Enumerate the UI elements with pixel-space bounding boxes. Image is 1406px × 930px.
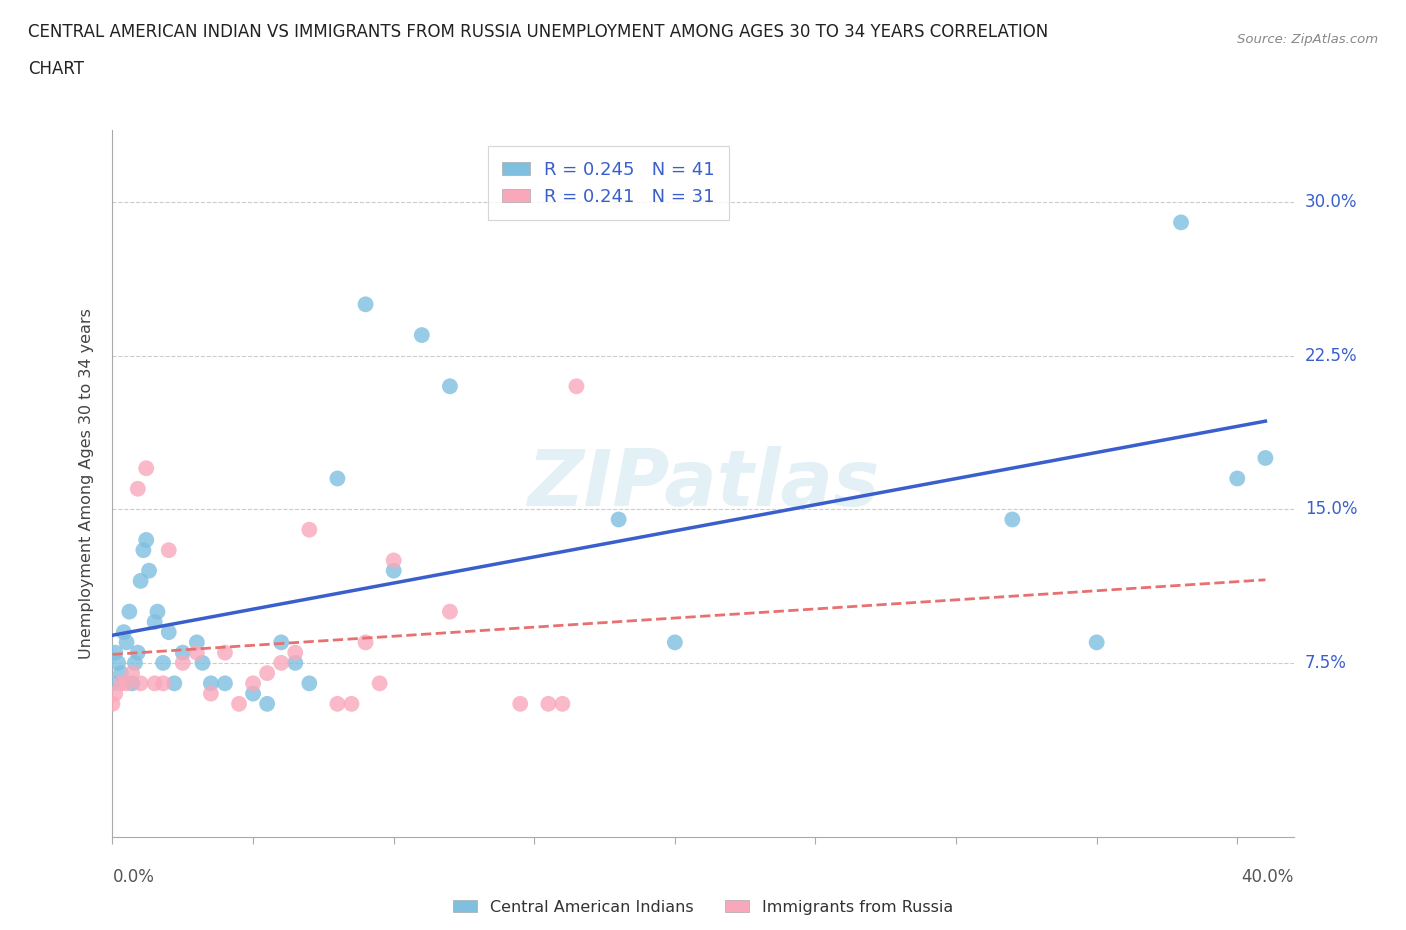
Point bbox=[242, 676, 264, 691]
Point bbox=[326, 471, 349, 485]
Point bbox=[284, 645, 307, 660]
Text: 0.0%: 0.0% bbox=[112, 868, 155, 885]
Point bbox=[112, 625, 135, 640]
Point bbox=[124, 656, 146, 671]
Point bbox=[354, 297, 377, 312]
Point bbox=[132, 543, 155, 558]
Text: 30.0%: 30.0% bbox=[1305, 193, 1357, 211]
Point bbox=[135, 460, 157, 475]
Text: ZIPatlas: ZIPatlas bbox=[527, 445, 879, 522]
Text: Source: ZipAtlas.com: Source: ZipAtlas.com bbox=[1237, 33, 1378, 46]
Point bbox=[1170, 215, 1192, 230]
Point bbox=[270, 635, 292, 650]
Legend: Central American Indians, Immigrants from Russia: Central American Indians, Immigrants fro… bbox=[447, 893, 959, 921]
Point bbox=[143, 615, 166, 630]
Point bbox=[157, 625, 180, 640]
Point bbox=[411, 327, 433, 342]
Point bbox=[1085, 635, 1108, 650]
Point bbox=[127, 645, 149, 660]
Point bbox=[115, 676, 138, 691]
Point bbox=[121, 666, 143, 681]
Y-axis label: Unemployment Among Ages 30 to 34 years: Unemployment Among Ages 30 to 34 years bbox=[79, 308, 94, 659]
Point bbox=[270, 656, 292, 671]
Point bbox=[200, 676, 222, 691]
Point bbox=[200, 686, 222, 701]
Point bbox=[135, 533, 157, 548]
Point bbox=[537, 697, 560, 711]
Point bbox=[101, 676, 124, 691]
Point bbox=[439, 604, 461, 619]
Point bbox=[284, 656, 307, 671]
Text: 40.0%: 40.0% bbox=[1241, 868, 1294, 885]
Point bbox=[1226, 471, 1249, 485]
Point bbox=[256, 697, 278, 711]
Point bbox=[565, 379, 588, 393]
Point bbox=[121, 676, 143, 691]
Point bbox=[186, 635, 208, 650]
Point bbox=[509, 697, 531, 711]
Point bbox=[354, 635, 377, 650]
Point bbox=[104, 645, 127, 660]
Point bbox=[129, 574, 152, 589]
Point bbox=[143, 676, 166, 691]
Point bbox=[214, 645, 236, 660]
Point bbox=[104, 686, 127, 701]
Point bbox=[228, 697, 250, 711]
Point bbox=[152, 656, 174, 671]
Point bbox=[110, 666, 132, 681]
Point bbox=[664, 635, 686, 650]
Text: CHART: CHART bbox=[28, 60, 84, 78]
Point bbox=[326, 697, 349, 711]
Point bbox=[157, 543, 180, 558]
Text: 7.5%: 7.5% bbox=[1305, 654, 1347, 671]
Point bbox=[172, 656, 194, 671]
Point bbox=[298, 523, 321, 538]
Point bbox=[146, 604, 169, 619]
Point bbox=[107, 656, 129, 671]
Point bbox=[186, 645, 208, 660]
Point bbox=[163, 676, 186, 691]
Point bbox=[439, 379, 461, 393]
Point bbox=[1254, 450, 1277, 465]
Point bbox=[551, 697, 574, 711]
Point bbox=[382, 553, 405, 568]
Point bbox=[242, 686, 264, 701]
Point bbox=[101, 697, 124, 711]
Point bbox=[607, 512, 630, 527]
Text: CENTRAL AMERICAN INDIAN VS IMMIGRANTS FROM RUSSIA UNEMPLOYMENT AMONG AGES 30 TO : CENTRAL AMERICAN INDIAN VS IMMIGRANTS FR… bbox=[28, 23, 1049, 41]
Point bbox=[138, 564, 160, 578]
Point bbox=[129, 676, 152, 691]
Point bbox=[127, 482, 149, 497]
Point bbox=[1001, 512, 1024, 527]
Point bbox=[172, 645, 194, 660]
Point bbox=[340, 697, 363, 711]
Point bbox=[382, 564, 405, 578]
Point bbox=[368, 676, 391, 691]
Point bbox=[115, 635, 138, 650]
Point bbox=[110, 676, 132, 691]
Text: 22.5%: 22.5% bbox=[1305, 347, 1357, 365]
Point bbox=[298, 676, 321, 691]
Point bbox=[118, 604, 141, 619]
Point bbox=[214, 676, 236, 691]
Point bbox=[191, 656, 214, 671]
Point bbox=[152, 676, 174, 691]
Text: 15.0%: 15.0% bbox=[1305, 500, 1357, 518]
Point bbox=[256, 666, 278, 681]
